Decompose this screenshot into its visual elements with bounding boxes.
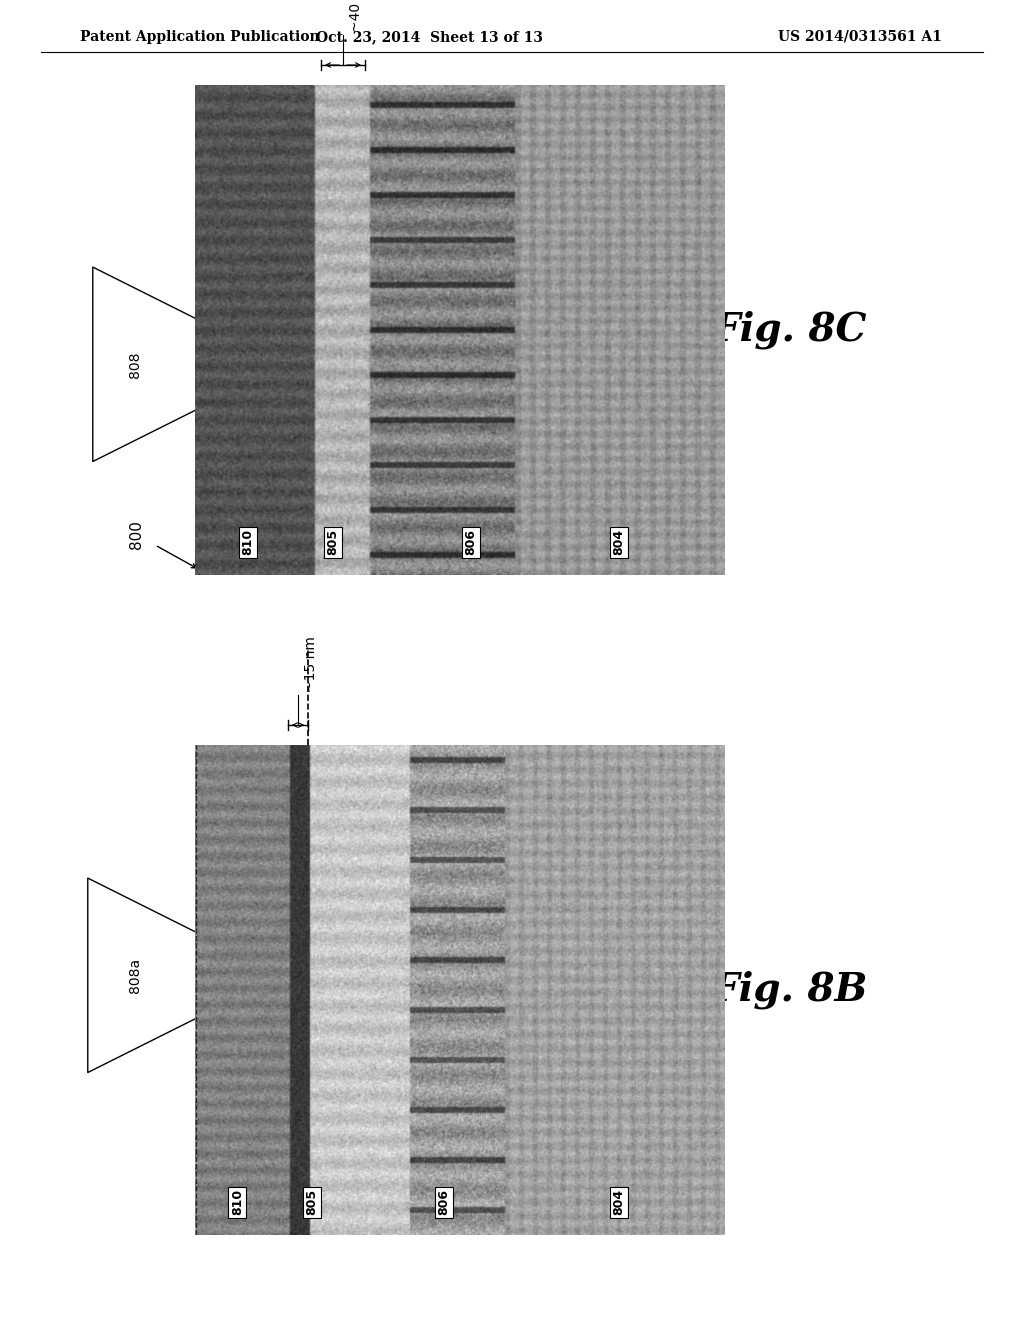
Text: 806: 806 [464, 529, 477, 556]
Text: ~15 nm: ~15 nm [304, 636, 318, 692]
Text: Patent Application Publication: Patent Application Publication [80, 30, 319, 44]
Text: 806: 806 [437, 1189, 451, 1216]
Text: Fig. 8B: Fig. 8B [712, 970, 868, 1010]
Text: 810: 810 [242, 529, 255, 556]
Text: 805: 805 [305, 1189, 318, 1216]
Text: 804: 804 [612, 1189, 626, 1216]
Text: 810: 810 [230, 1189, 244, 1216]
Text: Fig. 8C: Fig. 8C [713, 310, 867, 350]
Text: 808a: 808a [128, 958, 142, 993]
Text: ~40 nm: ~40 nm [349, 0, 362, 32]
Text: Oct. 23, 2014  Sheet 13 of 13: Oct. 23, 2014 Sheet 13 of 13 [316, 30, 544, 44]
Text: 804: 804 [612, 529, 626, 556]
Text: 805: 805 [327, 529, 339, 556]
Text: 808: 808 [128, 351, 142, 378]
Text: 800: 800 [129, 520, 144, 549]
Text: US 2014/0313561 A1: US 2014/0313561 A1 [778, 30, 942, 44]
